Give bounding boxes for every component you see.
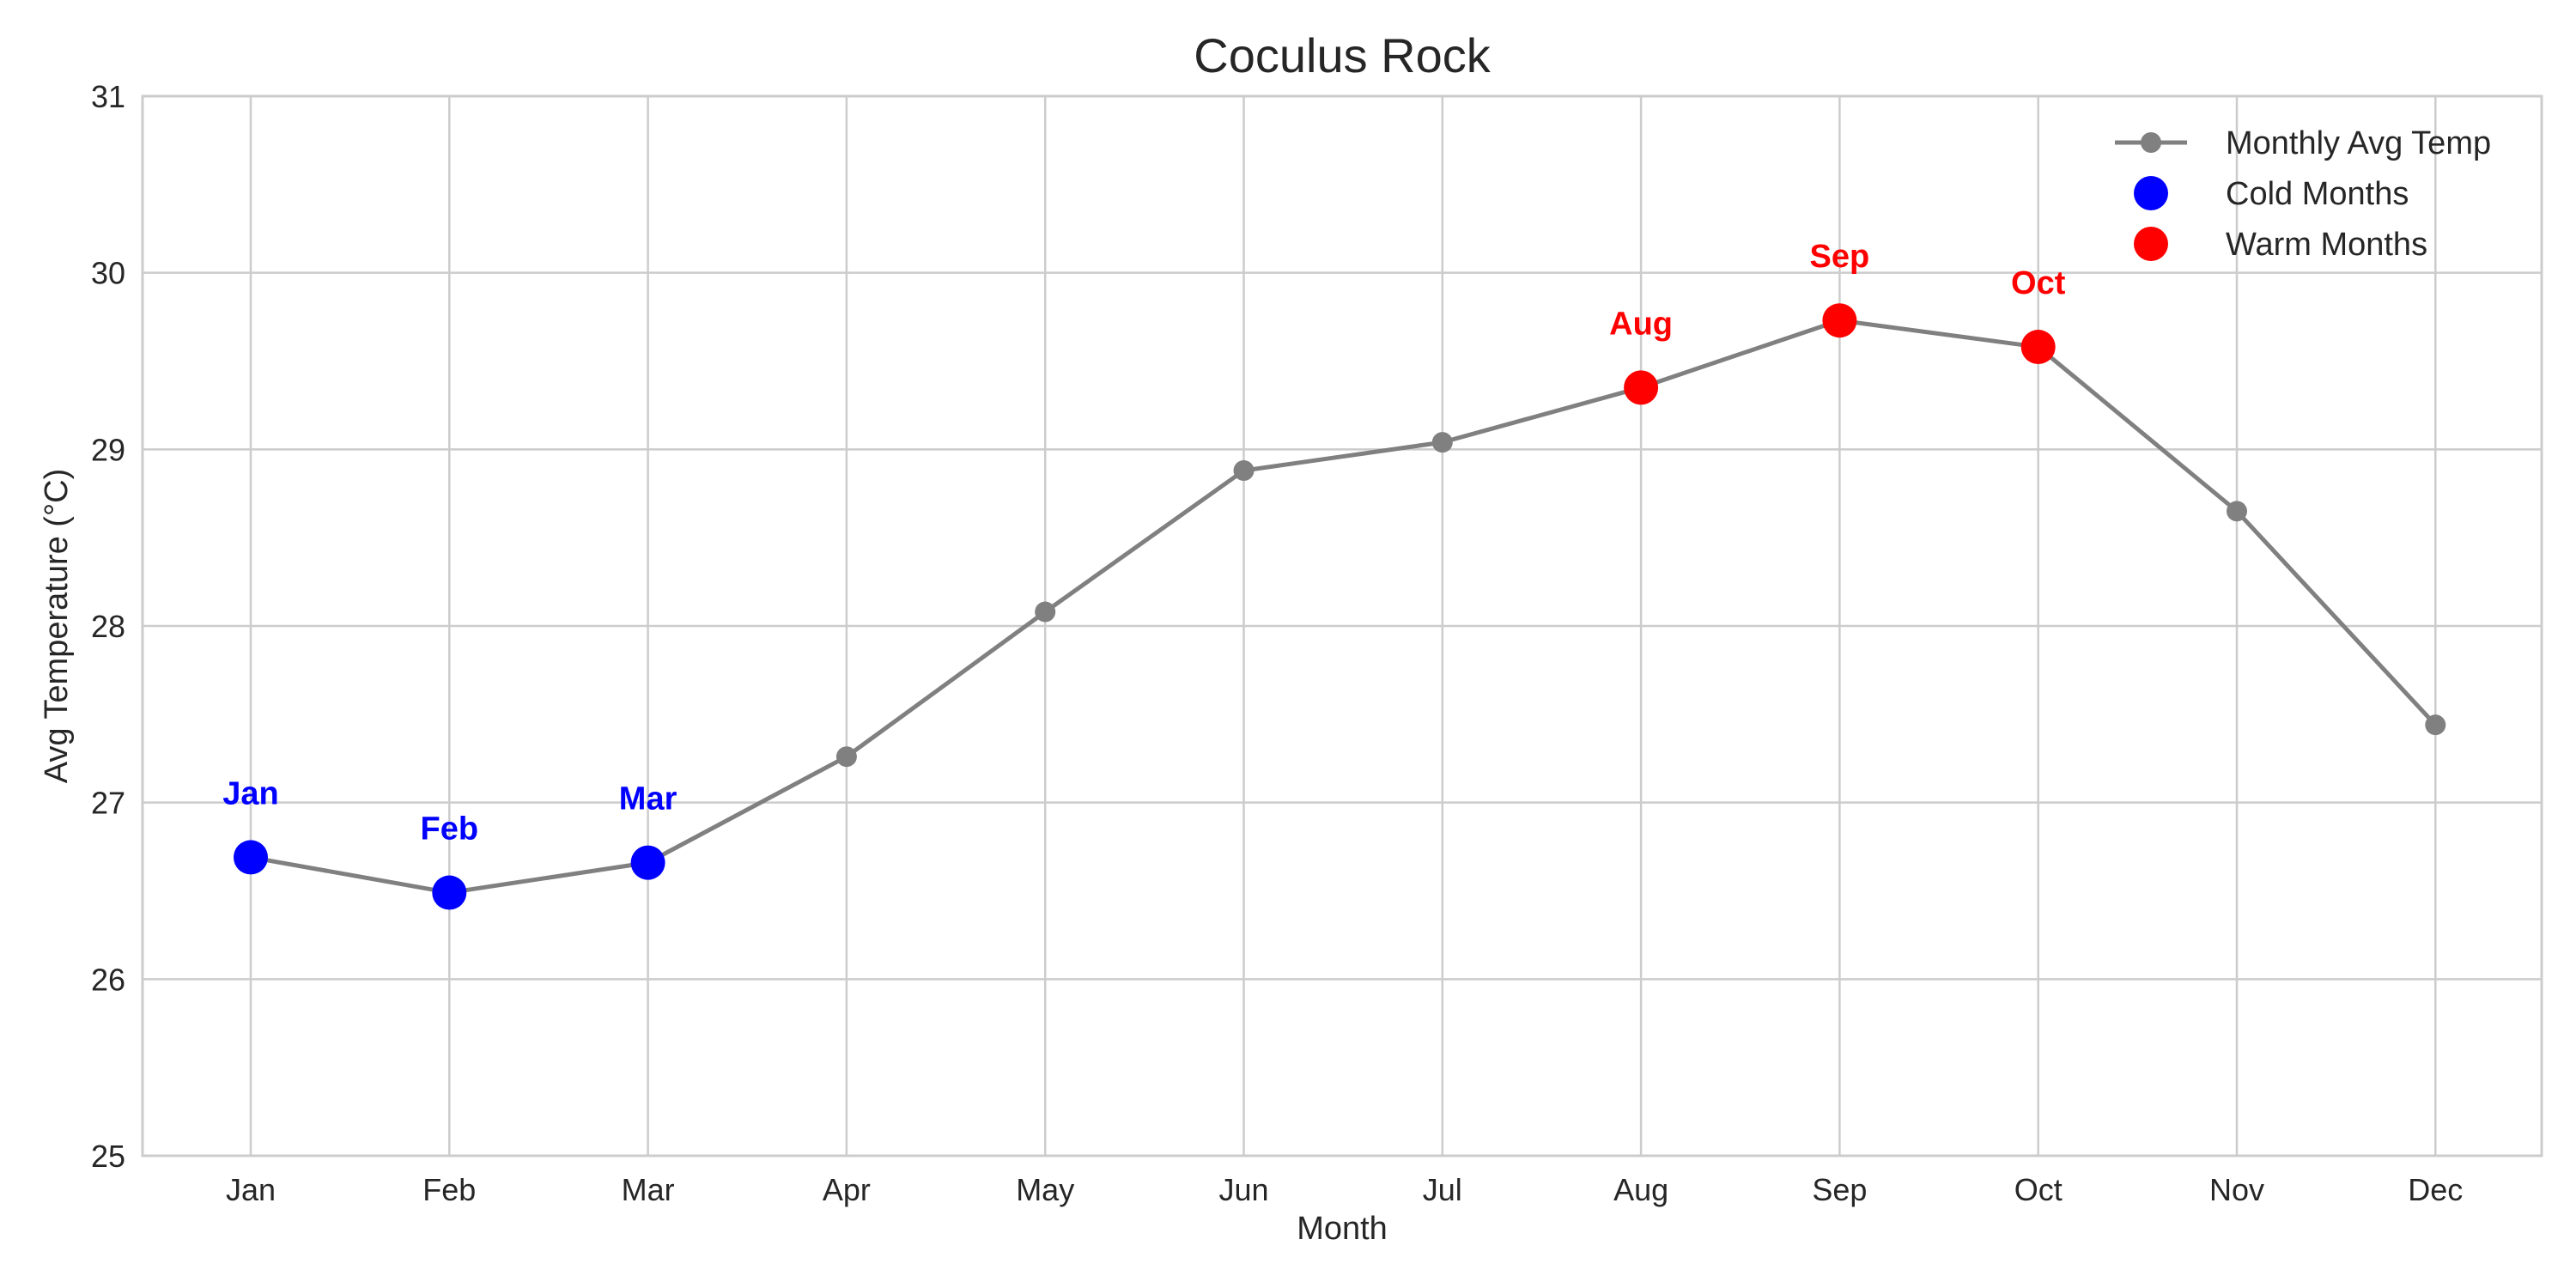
x-tick-label: Oct [2014,1172,2063,1207]
y-axis-label: Avg Temperature (°C) [39,469,75,784]
x-tick-label: Jan [226,1172,276,1207]
data-point-jun [1233,460,1255,482]
y-tick-label: 29 [91,432,125,467]
x-tick-label: Jul [1423,1172,1462,1207]
warm-months-point-aug [1624,370,1659,405]
x-tick-label: Jun [1218,1172,1268,1207]
annotation-sep: Sep [1810,239,1870,275]
x-tick-label: Nov [2209,1172,2264,1207]
legend-label-monthly-avg-temp: Monthly Avg Temp [2226,125,2491,161]
series-line-monthly-avg-temp [250,318,2438,896]
cold-months-point-mar [630,845,665,880]
data-point-dec [2425,714,2446,736]
x-tick-label: Dec [2408,1172,2463,1207]
data-point-nov [2227,501,2247,522]
x-axis-label: Month [1297,1211,1388,1247]
cold-months-point-jan [234,840,268,875]
y-tick-label: 30 [91,256,125,291]
plot-frame [141,94,2543,1157]
legend: Monthly Avg Temp Cold Months Warm Months [2115,125,2491,263]
legend-marker-swatch [2141,132,2161,153]
legend-label-warm-months: Warm Months [2226,227,2427,263]
x-tick-label: Mar [622,1172,675,1207]
series-layer: Jan Feb Mar Aug Sep Oct [222,239,2446,910]
y-tick-label: 27 [91,786,125,821]
data-point-jul [1431,432,1453,453]
warm-months-point-sep [1822,303,1857,338]
x-tick-label: Sep [1812,1172,1867,1207]
y-tick-label: 31 [91,79,125,114]
legend-label-cold-months: Cold Months [2226,176,2409,212]
chart-title: Coculus Rock [1194,28,1491,82]
x-tick-label: Apr [823,1172,871,1207]
x-tick-label: Aug [1613,1172,1668,1207]
annotation-feb: Feb [421,811,479,848]
x-tick-label: Feb [422,1172,476,1207]
annotation-mar: Mar [619,781,677,817]
tick-labels: Jan Feb Mar Apr May Jun Jul Aug Sep Oct Nov Dec 25 26… [91,79,2463,1207]
legend-marker-swatch [2134,176,2168,210]
data-point-may [1035,601,1056,623]
cold-months-point-feb [432,875,467,910]
annotation-aug: Aug [1609,306,1673,342]
annotation-jan: Jan [222,775,278,811]
y-tick-label: 26 [91,962,125,997]
y-tick-label: 25 [91,1139,125,1174]
data-point-apr [835,746,857,768]
grid [143,94,2542,1157]
legend-marker-swatch [2134,227,2168,261]
x-tick-label: May [1016,1172,1074,1207]
annotation-oct: Oct [2011,265,2066,301]
warm-months-point-oct [2020,330,2056,365]
y-tick-label: 28 [91,609,125,644]
